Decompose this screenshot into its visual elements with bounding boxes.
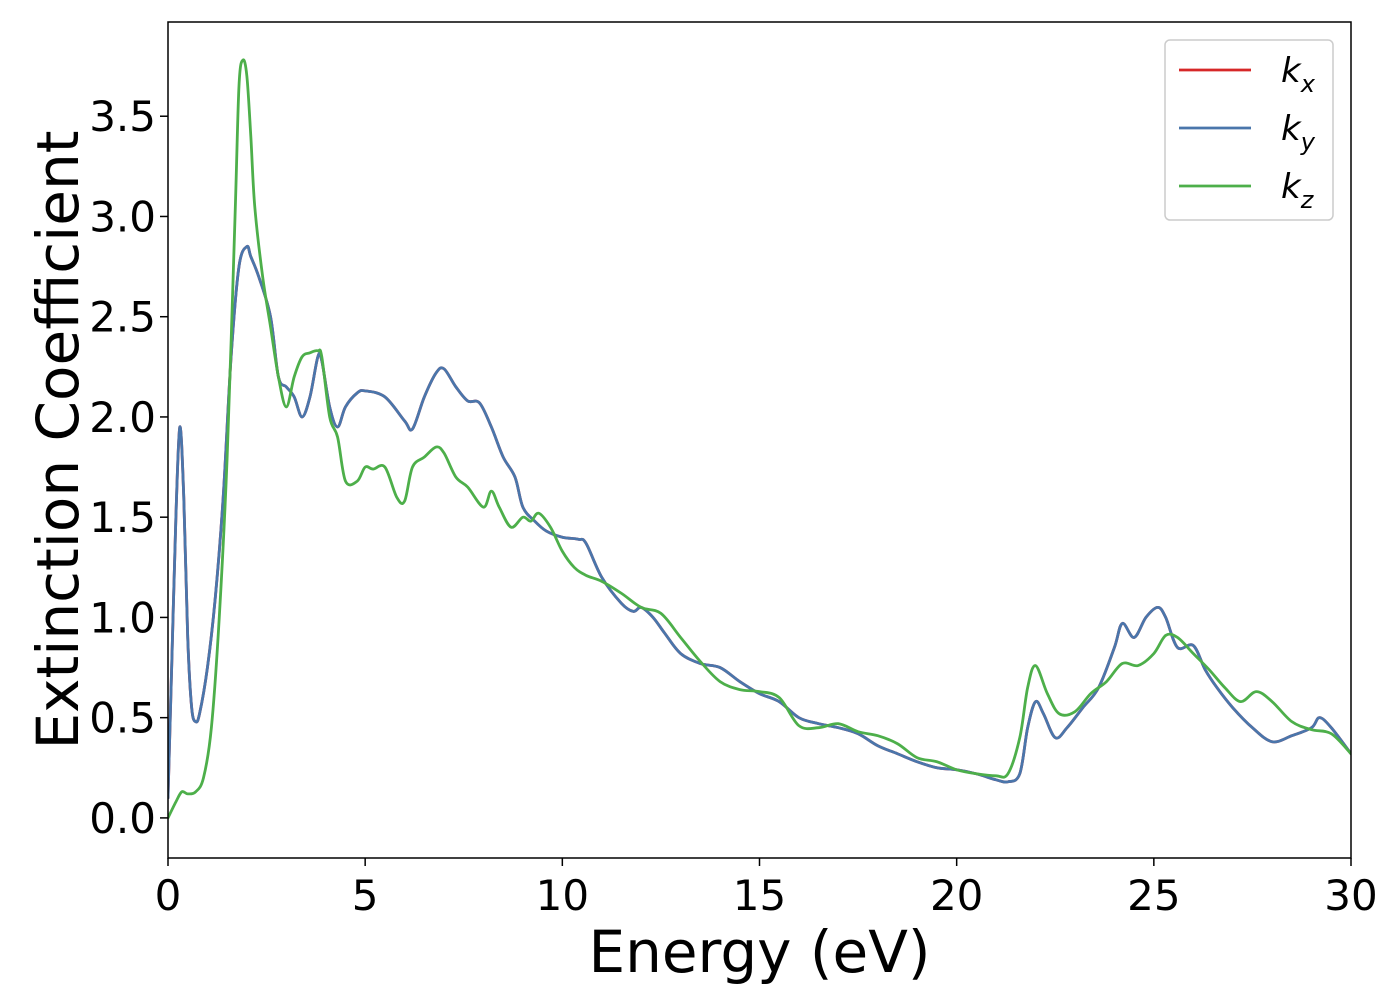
y-tick-label: 2.5 [89, 293, 156, 342]
series-layer [168, 58, 1351, 820]
x-tick-label: 10 [536, 871, 589, 920]
x-tick-label: 20 [930, 871, 983, 920]
series-line-y [168, 244, 1351, 800]
legend-label-z: kz [1281, 167, 1315, 214]
x-axis-title: Energy (eV) [588, 918, 930, 986]
legend: kx ky kz [1164, 39, 1334, 221]
series-line-z [168, 58, 1351, 820]
y-tick-label: 3.5 [89, 92, 156, 141]
y-axis-title: Extinction Coefficient [24, 131, 92, 750]
y-tick-label: 1.0 [89, 593, 156, 642]
y-tick-label: 2.0 [89, 393, 156, 442]
x-tick-label: 15 [733, 871, 786, 920]
x-tick-label: 5 [352, 871, 379, 920]
y-axis: 0.0 0.5 1.0 1.5 2.0 2.5 3.0 3.5 [89, 92, 168, 843]
y-tick-label: 3.0 [89, 192, 156, 241]
legend-label-x: kx [1281, 51, 1316, 98]
x-tick-label: 25 [1127, 871, 1180, 920]
y-tick-label: 1.5 [89, 493, 156, 542]
legend-label-y: ky [1281, 109, 1316, 156]
x-tick-label: 0 [155, 871, 182, 920]
series-line-x [168, 244, 1351, 800]
y-tick-label: 0.0 [89, 794, 156, 843]
y-tick-label: 0.5 [89, 694, 156, 743]
x-axis: 0 5 10 15 20 25 30 [155, 858, 1378, 920]
x-tick-label: 30 [1324, 871, 1377, 920]
legend-box [1164, 39, 1334, 221]
